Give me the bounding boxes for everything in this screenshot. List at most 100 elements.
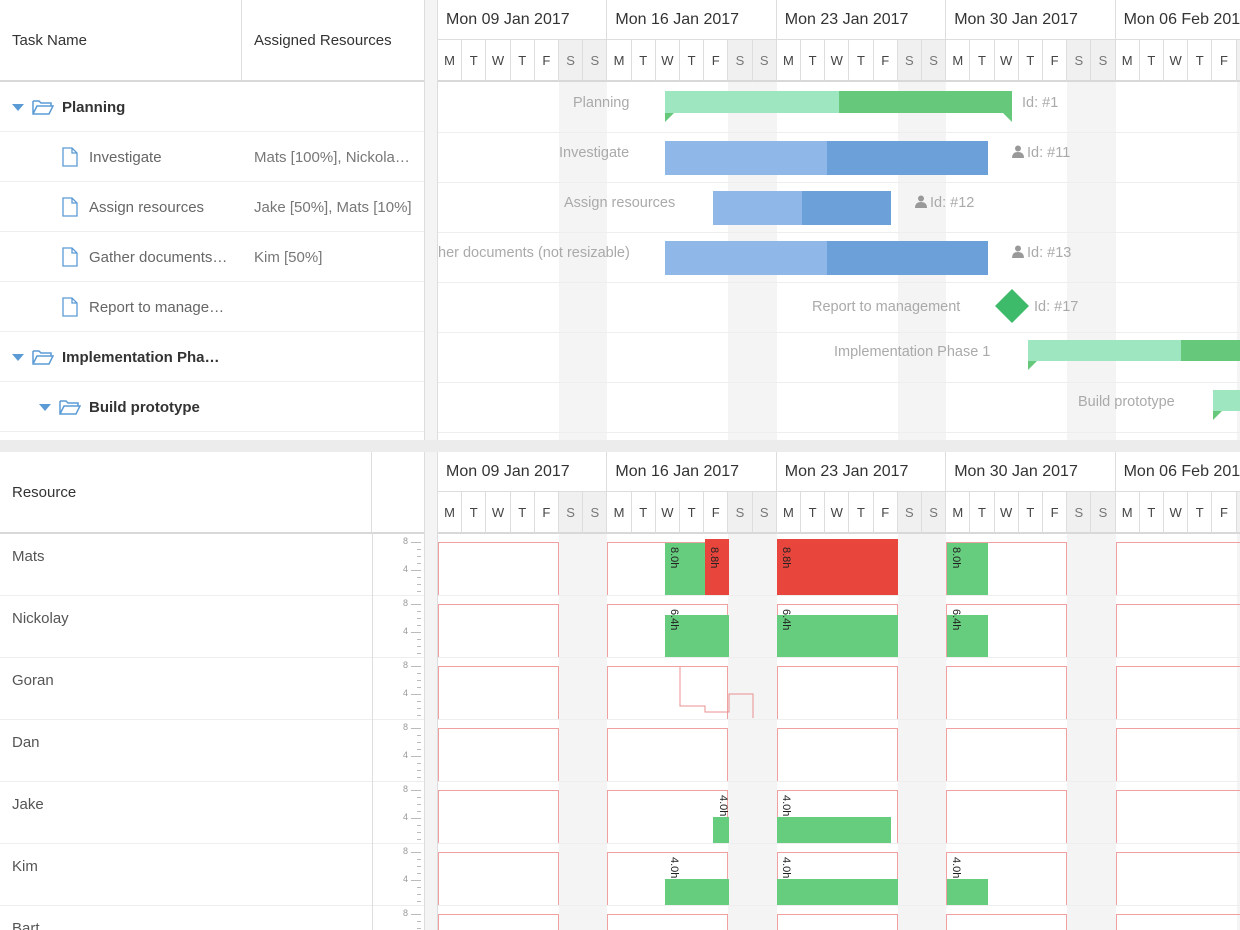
resource-row[interactable]: Bart 84 xyxy=(0,906,424,930)
column-header-task-name[interactable]: Task Name xyxy=(0,0,242,82)
task-bar-investigate[interactable] xyxy=(665,141,827,175)
scale-tick xyxy=(417,928,421,929)
task-row-gather-documents[interactable]: Gather documents… Kim [50%] xyxy=(0,232,424,282)
scale-tick xyxy=(417,797,421,798)
allocation-bar[interactable] xyxy=(665,615,729,657)
scale-tick xyxy=(411,880,421,881)
day-header: F xyxy=(704,492,729,534)
task-id-label: Id: #11 xyxy=(1012,145,1070,161)
scale-tick xyxy=(411,756,421,757)
collapse-caret-icon[interactable] xyxy=(12,353,24,361)
week-header: Mon 06 Feb 2017 xyxy=(1115,0,1240,40)
resource-row[interactable]: Nickolay 8 4 xyxy=(0,596,424,658)
allocation-bar[interactable] xyxy=(705,539,729,595)
collapse-caret-icon[interactable] xyxy=(12,103,24,111)
day-header: T xyxy=(510,492,535,534)
task-row-investigate[interactable]: Investigate Mats [100%], Nickola… xyxy=(0,132,424,182)
task-bar-gather-documents[interactable] xyxy=(665,241,827,275)
task-bar-implementation-phase-progress[interactable] xyxy=(1181,340,1240,361)
scale-tick xyxy=(417,804,421,805)
day-header: T xyxy=(1139,40,1164,82)
allocation-bar[interactable] xyxy=(947,543,988,595)
day-header: W xyxy=(994,40,1019,82)
collapse-caret-icon[interactable] xyxy=(39,403,51,411)
task-row-assign-resources[interactable]: Assign resources Jake [50%], Mats [10%] xyxy=(0,182,424,232)
task-bar-planning[interactable] xyxy=(665,91,839,113)
scale-tick xyxy=(417,901,421,902)
day-header: M xyxy=(1115,40,1140,82)
day-header: F xyxy=(873,492,898,534)
week-header: Mon 06 Feb 2017 xyxy=(1115,452,1240,492)
document-icon xyxy=(62,297,78,317)
task-bar-assign-resources[interactable] xyxy=(713,191,802,225)
day-header: T xyxy=(970,40,995,82)
weekend-shading xyxy=(1236,534,1240,930)
day-header: M xyxy=(607,40,632,82)
task-bar-planning-progress[interactable] xyxy=(839,91,1012,113)
user-icon xyxy=(915,195,927,208)
column-header-assigned-resources[interactable]: Assigned Resources xyxy=(242,0,424,82)
horizontal-splitter[interactable] xyxy=(0,440,1240,452)
allocation-bar[interactable] xyxy=(777,615,898,657)
weekend-shading xyxy=(559,82,608,440)
allocation-bar[interactable] xyxy=(665,543,705,595)
vertical-splitter[interactable] xyxy=(424,0,438,930)
row-divider xyxy=(438,719,1240,720)
day-header: W xyxy=(1164,492,1189,534)
day-header: T xyxy=(849,492,874,534)
task-row-build-prototype[interactable]: Build prototype xyxy=(0,382,424,432)
day-header: S xyxy=(752,40,777,82)
task-grid: Task Name Assigned Resources Planning In… xyxy=(0,0,424,440)
task-row-planning[interactable]: Planning xyxy=(0,82,424,132)
row-divider xyxy=(438,843,1240,844)
resource-row[interactable]: Goran 8 4 xyxy=(0,658,424,720)
resource-row[interactable]: Mats 8 4 xyxy=(0,534,424,596)
weekend-shading xyxy=(897,534,947,930)
task-row-implementation-phase[interactable]: Implementation Pha… xyxy=(0,332,424,382)
allocation-bar[interactable] xyxy=(777,539,898,595)
allocation-bar[interactable] xyxy=(665,879,729,905)
allocation-hours-label: 8.8h xyxy=(780,547,792,569)
capacity-outline xyxy=(607,728,729,781)
capacity-outline xyxy=(776,666,898,719)
allocation-bar[interactable] xyxy=(777,879,898,905)
scale-label: 8 xyxy=(403,846,409,856)
resource-row[interactable]: Jake 8 4 xyxy=(0,782,424,844)
day-header: T xyxy=(970,492,995,534)
allocation-bar[interactable] xyxy=(713,817,729,843)
resource-row[interactable]: Dan 8 4 xyxy=(0,720,424,782)
capacity-outline xyxy=(946,852,1068,905)
task-id-text: Id: #11 xyxy=(1027,145,1071,161)
day-header: S xyxy=(728,40,753,82)
task-bar-gather-documents-progress[interactable] xyxy=(827,241,988,275)
task-bar-implementation-phase[interactable] xyxy=(1028,340,1181,361)
day-header: M xyxy=(946,492,971,534)
day-header: T xyxy=(680,492,705,534)
resource-name: Kim xyxy=(12,858,38,875)
task-row-report-to-management[interactable]: Report to manage… xyxy=(0,282,424,332)
task-bar-label: Planning xyxy=(573,95,630,111)
scale-label: 8 xyxy=(403,784,409,794)
day-header: W xyxy=(655,492,680,534)
week-header: Mon 09 Jan 2017 xyxy=(438,0,608,40)
task-bar-investigate-progress[interactable] xyxy=(827,141,988,175)
resource-row[interactable]: Kim 8 4 xyxy=(0,844,424,906)
milestone-diamond[interactable] xyxy=(995,289,1029,323)
task-bar-assign-resources-progress[interactable] xyxy=(802,191,891,225)
allocation-bar[interactable] xyxy=(947,879,988,905)
day-header: M xyxy=(946,40,971,82)
task-bar-build-prototype[interactable] xyxy=(1213,390,1240,411)
allocation-hours-label: 4.0h xyxy=(668,857,680,879)
capacity-outline xyxy=(946,728,1068,781)
allocation-bar[interactable] xyxy=(777,817,891,843)
allocation-bar[interactable] xyxy=(947,615,988,657)
capacity-outline xyxy=(946,604,1068,657)
capacity-outline xyxy=(946,914,1068,930)
scale-tick xyxy=(411,570,421,571)
scale-tick xyxy=(411,694,421,695)
scale-tick xyxy=(417,577,421,578)
day-header: T xyxy=(680,40,705,82)
scale-tick xyxy=(417,646,421,647)
column-header-resource[interactable]: Resource xyxy=(0,452,372,534)
